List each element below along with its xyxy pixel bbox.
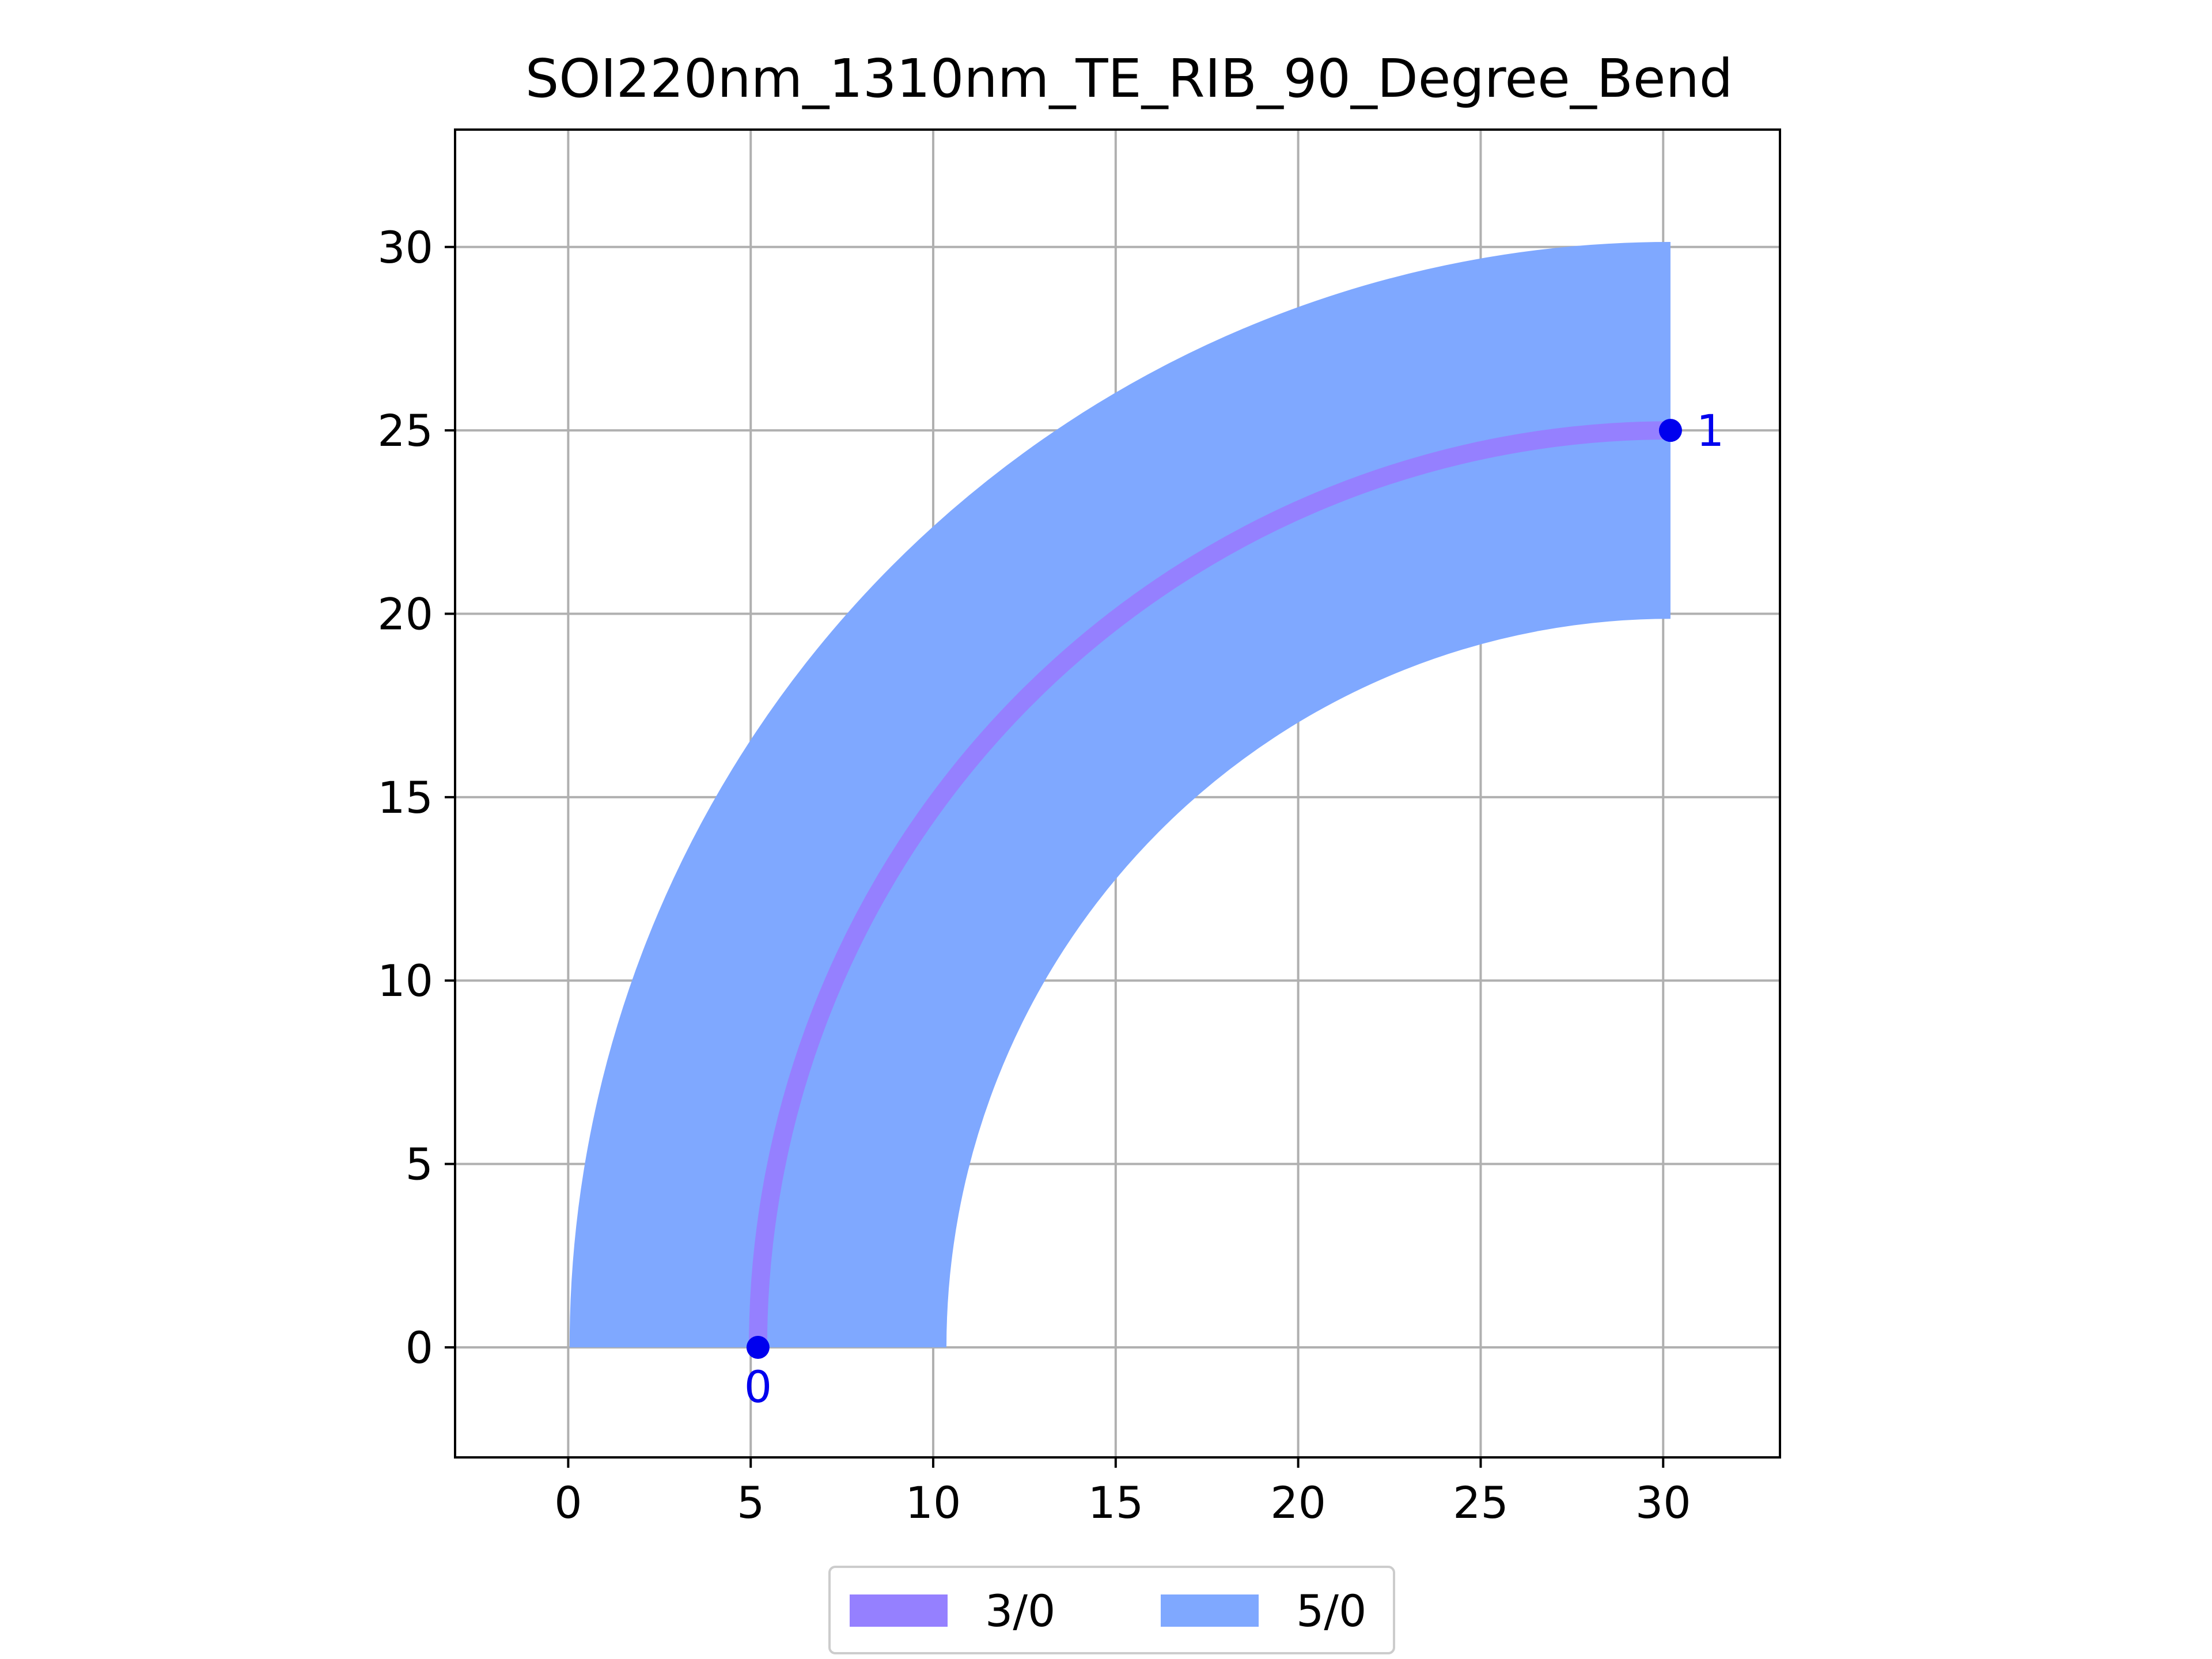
port-1-label: 1	[1696, 405, 1724, 456]
y-tick-label: 20	[377, 588, 433, 639]
series-5-0-shape	[569, 242, 1672, 1349]
y-tick-label: 10	[377, 955, 433, 1006]
axis-ticks: 0 5 10 15 20 25 30 0 5 10 15 20 25 30	[377, 222, 1691, 1528]
x-tick-label: 0	[554, 1477, 582, 1528]
chart-marks	[569, 242, 1672, 1349]
legend-swatch-5-0	[1161, 1594, 1259, 1627]
port-0-label: 0	[744, 1361, 772, 1412]
x-tick-label: 15	[1088, 1477, 1143, 1528]
port-markers: 01	[744, 405, 1725, 1412]
x-tick-label: 30	[1635, 1477, 1691, 1528]
x-tick-label: 5	[737, 1477, 764, 1528]
port-1-marker	[1658, 419, 1682, 442]
y-tick-label: 25	[377, 405, 433, 456]
series-3-0-shape	[749, 421, 1671, 1347]
x-tick-label: 25	[1453, 1477, 1509, 1528]
x-tick-label: 20	[1270, 1477, 1326, 1528]
port-0-marker	[746, 1335, 770, 1359]
legend-swatch-3-0	[850, 1594, 948, 1627]
plot-frame	[454, 128, 1781, 1459]
legend-box	[828, 1566, 1395, 1654]
legend-label-3-0: 3/0	[985, 1585, 1055, 1637]
chart-title: SOI220nm_1310nm_TE_RIB_90_Degree_Bend	[525, 48, 1733, 109]
y-tick-label: 0	[406, 1322, 433, 1373]
x-tick-label: 10	[906, 1477, 961, 1528]
legend-label-5-0: 5/0	[1296, 1585, 1366, 1637]
y-tick-label: 30	[377, 222, 433, 273]
y-tick-label: 5	[406, 1139, 433, 1190]
y-tick-label: 15	[377, 772, 433, 823]
legend: 3/0 5/0	[828, 1566, 1395, 1654]
